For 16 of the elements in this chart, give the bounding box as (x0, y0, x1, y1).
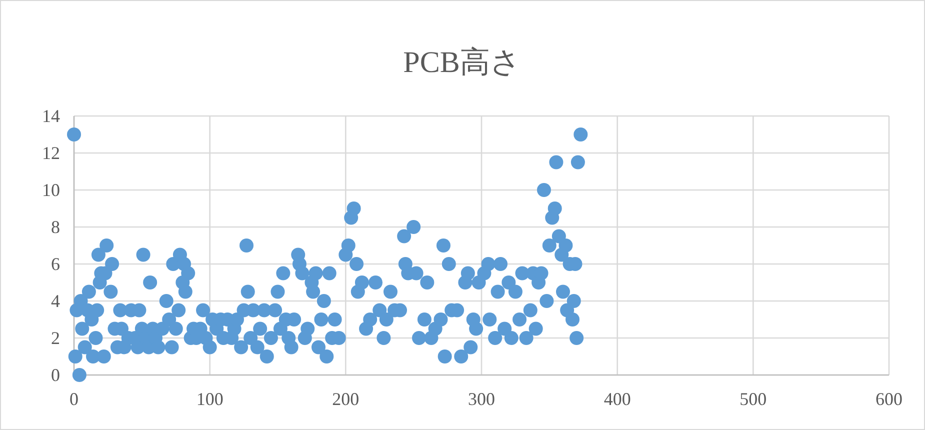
y-tick-label: 8 (51, 217, 60, 237)
x-tick-label: 500 (740, 389, 767, 409)
x-tick-label: 0 (70, 389, 78, 409)
y-tick-label: 0 (51, 365, 60, 385)
y-tick-label: 4 (51, 291, 60, 311)
x-tick-label: 200 (332, 389, 360, 409)
y-tick-label: 10 (42, 180, 60, 200)
y-tick-label: 6 (51, 254, 60, 274)
x-tick-label: 400 (604, 389, 631, 409)
x-tick-label: 300 (468, 389, 495, 409)
chart-title: PCB高さ (403, 46, 521, 79)
y-tick-label: 2 (51, 328, 60, 348)
x-tick-label: 100 (196, 389, 224, 409)
x-tick-label: 600 (876, 389, 902, 409)
y-tick-label: 12 (42, 143, 60, 163)
y-tick-label: 14 (42, 106, 60, 126)
